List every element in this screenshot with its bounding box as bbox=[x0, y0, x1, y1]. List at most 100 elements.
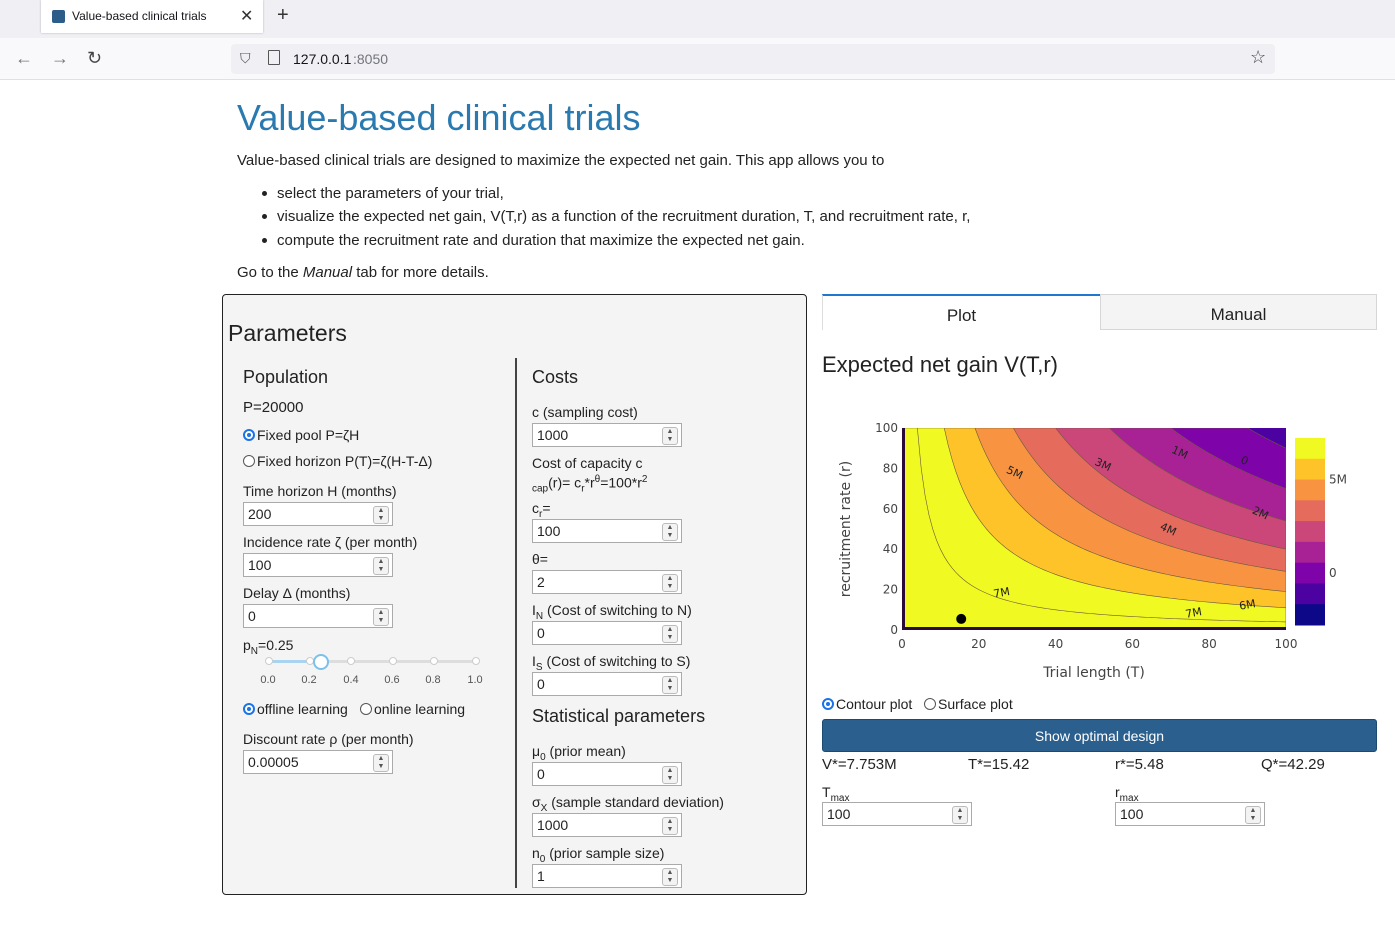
y-tick-label: 80 bbox=[883, 461, 898, 475]
x-tick-label: 0 bbox=[898, 637, 906, 651]
delay-value: 0 bbox=[248, 608, 256, 624]
switch-s-label: IS (Cost of switching to S) bbox=[532, 653, 691, 673]
y-tick-label: 40 bbox=[883, 542, 898, 556]
switch-s-input[interactable]: 0 ▲ ▼ bbox=[532, 672, 682, 696]
stepper-icon[interactable]: ▲ ▼ bbox=[662, 766, 678, 784]
stepper-icon[interactable]: ▲ ▼ bbox=[373, 608, 389, 626]
y-tick-label: 20 bbox=[883, 583, 898, 597]
offline-learning-radio[interactable] bbox=[243, 703, 255, 715]
contour-label: 6M bbox=[1238, 597, 1257, 613]
colorbar-segment bbox=[1295, 479, 1325, 501]
tab-plot[interactable]: Plot bbox=[822, 294, 1100, 330]
slider-mark bbox=[472, 657, 480, 665]
x-tick-label: 40 bbox=[1048, 637, 1063, 651]
tmax-value: 100 bbox=[827, 806, 851, 822]
horizon-value: 200 bbox=[248, 506, 272, 522]
contour-chart[interactable]: 7M 7M 6M 5M 4M 3M 2M 1M 0 0 20 40 60 80 100 0 20 40 60 80 10… bbox=[830, 400, 1390, 700]
stepper-icon[interactable]: ▲ ▼ bbox=[662, 427, 678, 445]
surface-plot-radio[interactable] bbox=[924, 698, 936, 710]
reload-icon[interactable]: ↻ bbox=[87, 48, 103, 68]
stepper-icon[interactable]: ▲ ▼ bbox=[1245, 806, 1261, 824]
star-icon[interactable]: ☆ bbox=[1250, 47, 1267, 67]
switch-n-value: 0 bbox=[537, 625, 545, 641]
contour-plot-radio[interactable] bbox=[822, 698, 834, 710]
optimum-point bbox=[956, 613, 967, 624]
stepper-icon[interactable]: ▲ ▼ bbox=[662, 625, 678, 643]
tmax-input[interactable]: 100 ▲ ▼ bbox=[822, 802, 972, 826]
online-learning-radio[interactable] bbox=[360, 703, 372, 715]
slider-tick-label: 0.6 bbox=[384, 674, 400, 686]
contour-label: 1M bbox=[1170, 443, 1190, 462]
contour-band bbox=[902, 428, 1286, 630]
cr-label: cr= bbox=[532, 500, 551, 520]
fixed-pool-radio[interactable] bbox=[243, 429, 255, 441]
stepper-icon[interactable]: ▲ ▼ bbox=[662, 523, 678, 541]
prior-sample-size-value: 1 bbox=[537, 868, 545, 884]
column-divider bbox=[515, 358, 517, 888]
stepper-icon[interactable]: ▲ ▼ bbox=[373, 557, 389, 575]
pn-slider-track[interactable] bbox=[268, 660, 476, 663]
close-tab-icon[interactable]: ✕ bbox=[240, 8, 254, 25]
rmax-input[interactable]: 100 ▲ ▼ bbox=[1115, 802, 1265, 826]
stepper-icon[interactable]: ▲ ▼ bbox=[373, 506, 389, 524]
colorbar-segment bbox=[1295, 521, 1325, 543]
sample-sd-input[interactable]: 1000 ▲ ▼ bbox=[532, 813, 682, 837]
online-learning-label[interactable]: online learning bbox=[374, 701, 466, 717]
slider-tick-label: 0.0 bbox=[260, 674, 276, 686]
slider-tick-label: 0.8 bbox=[425, 674, 441, 686]
fixed-horizon-label[interactable]: Fixed horizon P(T)=ζ(H-T-Δ) bbox=[257, 453, 433, 469]
pn-slider-handle[interactable] bbox=[313, 654, 329, 670]
contour-plot-label[interactable]: Contour plot bbox=[836, 696, 913, 712]
y-tick-label: 60 bbox=[883, 502, 898, 516]
theta-value: 2 bbox=[537, 574, 545, 590]
stepper-icon[interactable]: ▲ ▼ bbox=[373, 754, 389, 772]
sampling-cost-input[interactable]: 1000 ▲ ▼ bbox=[532, 423, 682, 447]
colorbar-tick-label: 5M bbox=[1329, 473, 1347, 487]
browser-tab[interactable] bbox=[41, 0, 263, 33]
contour-label: 4M bbox=[1158, 520, 1178, 539]
offline-learning-label[interactable]: offline learning bbox=[257, 701, 348, 717]
url-bar[interactable] bbox=[231, 44, 1275, 74]
cr-input[interactable]: 100 ▲ ▼ bbox=[532, 519, 682, 543]
prior-mean-input[interactable]: 0 ▲ ▼ bbox=[532, 762, 682, 786]
contour-label: 3M bbox=[1093, 455, 1113, 474]
slider-mark bbox=[430, 657, 438, 665]
switch-n-input[interactable]: 0 ▲ ▼ bbox=[532, 621, 682, 645]
tab-manual[interactable]: Manual bbox=[1100, 294, 1377, 330]
stepper-icon[interactable]: ▲ ▼ bbox=[662, 817, 678, 835]
slider-tick-label: 0.2 bbox=[301, 674, 317, 686]
theta-input[interactable]: 2 ▲ ▼ bbox=[532, 570, 682, 594]
fixed-pool-label[interactable]: Fixed pool P=ζH bbox=[257, 427, 360, 443]
stepper-icon[interactable]: ▲ ▼ bbox=[662, 868, 678, 886]
population-heading: Population bbox=[243, 367, 329, 387]
x-tick-label: 60 bbox=[1125, 637, 1140, 651]
y-axis-label: recruitment rate (r) bbox=[838, 461, 854, 597]
horizon-label: Time horizon H (months) bbox=[243, 483, 397, 499]
fixed-horizon-radio[interactable] bbox=[243, 455, 255, 467]
new-tab-icon[interactable]: + bbox=[277, 4, 289, 26]
delay-label: Delay Δ (months) bbox=[243, 585, 351, 601]
stepper-icon[interactable]: ▲ ▼ bbox=[662, 676, 678, 694]
colorbar-segment bbox=[1295, 541, 1325, 564]
slider-mark bbox=[347, 657, 355, 665]
surface-plot-label[interactable]: Surface plot bbox=[938, 696, 1013, 712]
delay-input[interactable]: 0 ▲ ▼ bbox=[243, 604, 393, 628]
incidence-input[interactable]: 100 ▲ ▼ bbox=[243, 553, 393, 577]
prior-sample-size-input[interactable]: 1 ▲ ▼ bbox=[532, 864, 682, 888]
show-optimal-design-button[interactable]: Show optimal design bbox=[822, 719, 1377, 752]
arrow-left-icon[interactable]: ← bbox=[15, 48, 33, 68]
sample-sd-value: 1000 bbox=[537, 817, 569, 833]
contour-label: 7M bbox=[1184, 605, 1203, 621]
stepper-icon[interactable]: ▲ ▼ bbox=[952, 806, 968, 824]
horizon-input[interactable]: 200 ▲ ▼ bbox=[243, 502, 393, 526]
stepper-icon[interactable]: ▲ ▼ bbox=[662, 574, 678, 592]
sampling-cost-label: c (sampling cost) bbox=[532, 404, 638, 420]
x-axis-label: Trial length (T) bbox=[1042, 665, 1145, 681]
shield-icon[interactable]: ⛉ bbox=[240, 50, 251, 66]
colorbar-segment bbox=[1295, 500, 1325, 522]
x-tick-label: 80 bbox=[1202, 637, 1217, 651]
arrow-right-icon[interactable]: → bbox=[51, 48, 69, 68]
capacity-cost-label: Cost of capacity c bbox=[532, 455, 643, 471]
discount-input[interactable]: 0.00005 ▲ ▼ bbox=[243, 750, 393, 774]
